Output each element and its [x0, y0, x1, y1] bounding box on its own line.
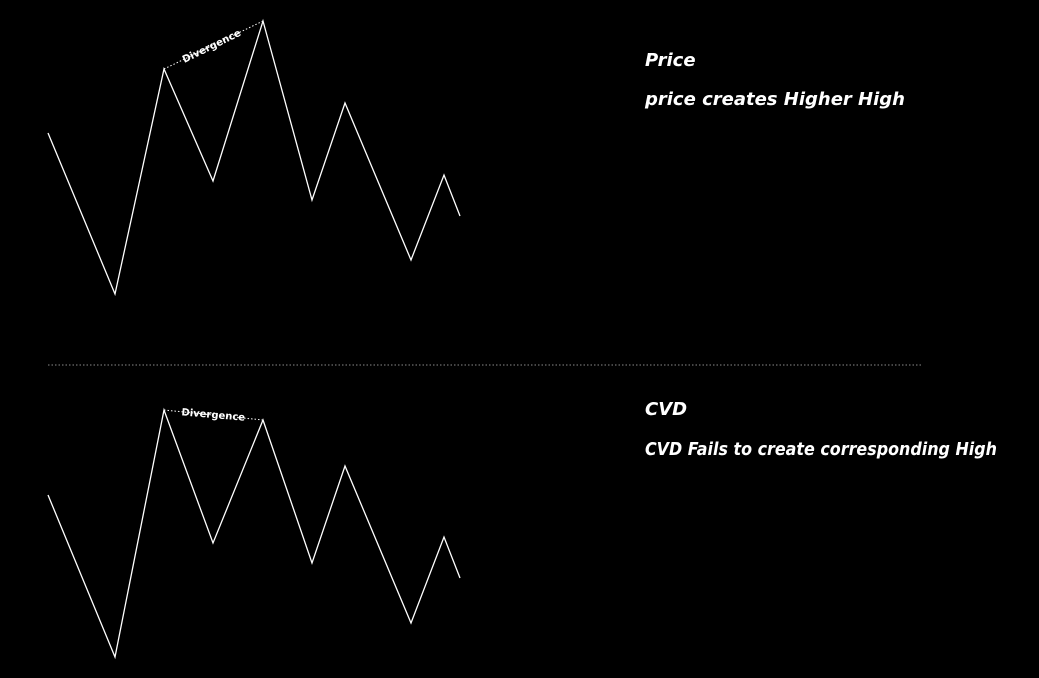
price-zigzag-line [47, 18, 461, 297]
cvd-title: CVD [645, 399, 687, 420]
cvd-divergence-line [163, 409, 264, 421]
cvd-subtitle: CVD Fails to create corresponding High [645, 439, 997, 460]
cvd-zigzag-line [47, 407, 461, 660]
price-divergence-line [163, 20, 264, 70]
price-title: Price [645, 50, 696, 71]
price-subtitle: price creates Higher High [644, 89, 905, 110]
